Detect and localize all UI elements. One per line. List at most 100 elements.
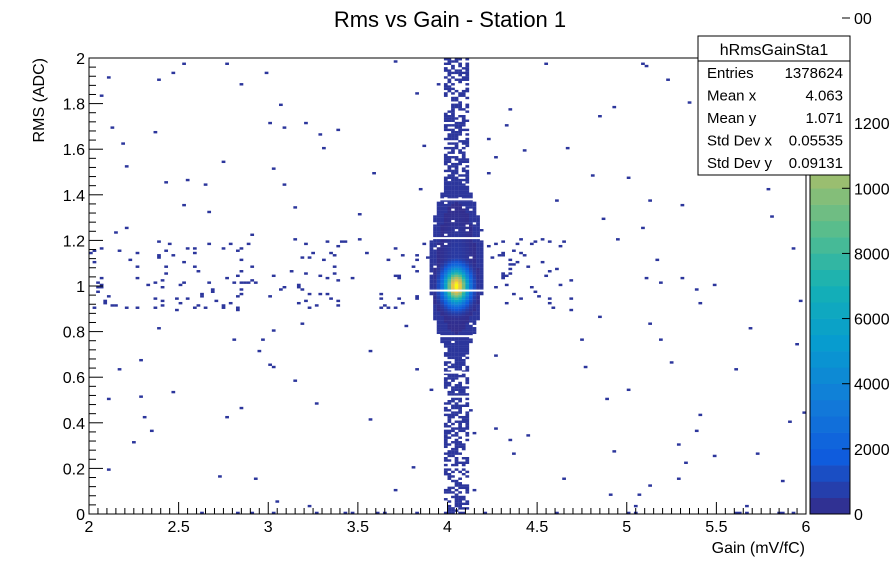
heatmap-cell (253, 477, 258, 480)
heatmap-cell (429, 254, 434, 257)
heatmap-cell (461, 457, 466, 460)
x-tick-label: 4 (443, 519, 452, 536)
heatmap-cell (429, 281, 434, 284)
heatmap-cell (458, 174, 462, 177)
heatmap-cell (469, 304, 473, 307)
heatmap-cell (454, 386, 459, 389)
heatmap-cell (465, 422, 470, 426)
heatmap-cell (379, 306, 384, 309)
heatmap-cell (415, 297, 419, 300)
heatmap-cell (447, 301, 452, 305)
heatmap-cell (454, 276, 459, 280)
heatmap-cell (533, 290, 538, 293)
heatmap-cell (458, 477, 462, 480)
y-tick-label: 0.8 (63, 325, 85, 342)
heatmap-cell (443, 295, 448, 298)
heatmap-cell (203, 183, 208, 186)
heatmap-cell (458, 267, 462, 271)
heatmap-cell (99, 286, 104, 289)
heatmap-cell (443, 406, 448, 410)
heatmap-cell (440, 203, 445, 207)
heatmap-cell (246, 242, 251, 246)
heatmap-cell (458, 244, 462, 248)
heatmap-cell (458, 272, 462, 275)
heatmap-cell (469, 286, 473, 289)
heatmap-cell (465, 327, 470, 330)
heatmap-cell (458, 279, 462, 282)
heatmap-cell (694, 429, 699, 433)
heatmap-cell (461, 358, 466, 362)
heatmap-cell (454, 292, 459, 296)
heatmap-cell (454, 468, 459, 471)
heatmap-cell (454, 178, 459, 182)
heatmap-cell (544, 274, 549, 278)
heatmap-cell (447, 58, 452, 61)
heatmap-cell (454, 226, 459, 230)
heatmap-cell (454, 213, 459, 216)
heatmap-cell (454, 443, 459, 446)
heatmap-cell (447, 142, 452, 145)
heatmap-cell (458, 222, 462, 225)
heatmap-cell (443, 247, 448, 250)
heatmap-cell (461, 502, 466, 506)
heatmap-cell (447, 374, 452, 378)
heatmap-cell (802, 411, 807, 414)
heatmap-cell (680, 203, 685, 207)
stats-row-label: Mean x (707, 88, 757, 105)
heatmap-cell (454, 121, 459, 125)
heatmap-cell (458, 461, 462, 464)
heatmap-cell (458, 397, 462, 401)
heatmap-cell (458, 283, 462, 287)
heatmap-cell (479, 276, 484, 280)
heatmap-cell (465, 172, 470, 175)
heatmap-cell (124, 165, 129, 168)
heatmap-cell (454, 199, 459, 202)
heatmap-cell (522, 149, 527, 152)
heatmap-cell (451, 169, 455, 173)
heatmap-cell (447, 197, 452, 200)
heatmap-cell (451, 313, 455, 316)
heatmap-cell (436, 327, 441, 330)
color-scale-band (810, 269, 850, 287)
heatmap-cell (451, 183, 455, 186)
heatmap-cell (436, 324, 441, 328)
heatmap-cell (469, 219, 473, 223)
heatmap-cell (626, 511, 631, 515)
heatmap-cell (454, 484, 459, 487)
heatmap-cell (447, 381, 452, 385)
heatmap-cell (447, 265, 452, 268)
heatmap-cell (157, 256, 161, 259)
heatmap-cell (458, 215, 462, 218)
heatmap-cell (440, 292, 445, 296)
heatmap-cell (443, 352, 448, 355)
heatmap-cell (465, 235, 470, 239)
heatmap-cell (336, 244, 341, 248)
heatmap-cell (451, 244, 455, 248)
heatmap-cell (451, 292, 455, 296)
heatmap-cell (483, 511, 488, 515)
heatmap-cell (451, 286, 455, 289)
heatmap-cell (465, 263, 470, 266)
heatmap-cell (469, 333, 473, 337)
heatmap-cell (415, 254, 419, 257)
heatmap-cell (440, 217, 445, 221)
heatmap-cell (440, 290, 445, 293)
heatmap-cell (443, 265, 448, 268)
heatmap-cell (436, 274, 441, 278)
heatmap-cell (443, 452, 448, 455)
heatmap-cell (451, 406, 455, 410)
heatmap-cell (436, 276, 441, 280)
heatmap-cell (433, 260, 437, 264)
heatmap-cell (451, 393, 455, 396)
heatmap-cell (461, 495, 466, 499)
heatmap-cell (458, 386, 462, 389)
heatmap-cell (458, 208, 462, 211)
heatmap-cell (443, 470, 448, 474)
heatmap-cell (121, 142, 125, 145)
heatmap-cell (465, 343, 470, 346)
heatmap-cell (465, 206, 470, 209)
heatmap-cell (465, 313, 470, 316)
heatmap-cell (447, 290, 452, 293)
heatmap-cell (429, 270, 434, 273)
heatmap-cell (451, 99, 455, 102)
